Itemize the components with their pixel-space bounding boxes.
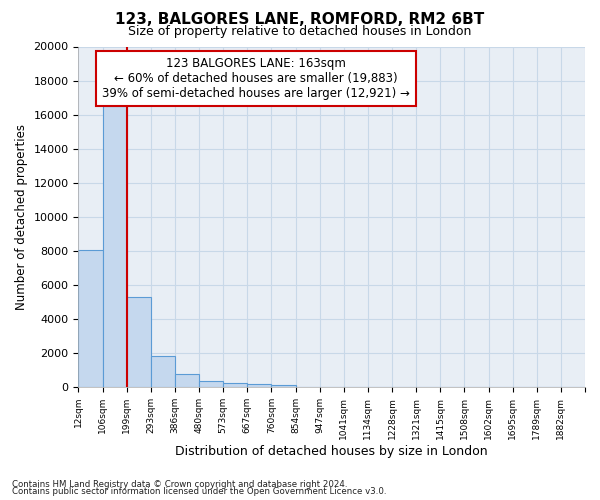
- Bar: [151, 356, 175, 387]
- Y-axis label: Number of detached properties: Number of detached properties: [15, 124, 28, 310]
- Bar: [103, 106, 127, 387]
- Bar: [79, 250, 103, 387]
- X-axis label: Distribution of detached houses by size in London: Distribution of detached houses by size …: [175, 444, 488, 458]
- Text: Size of property relative to detached houses in London: Size of property relative to detached ho…: [128, 25, 472, 38]
- Bar: [271, 385, 296, 387]
- Text: 123, BALGORES LANE, ROMFORD, RM2 6BT: 123, BALGORES LANE, ROMFORD, RM2 6BT: [115, 12, 485, 28]
- Text: 123 BALGORES LANE: 163sqm
← 60% of detached houses are smaller (19,883)
39% of s: 123 BALGORES LANE: 163sqm ← 60% of detac…: [102, 56, 410, 100]
- Bar: [247, 384, 271, 387]
- Text: Contains HM Land Registry data © Crown copyright and database right 2024.: Contains HM Land Registry data © Crown c…: [12, 480, 347, 489]
- Bar: [199, 381, 223, 387]
- Bar: [223, 383, 247, 387]
- Text: Contains public sector information licensed under the Open Government Licence v3: Contains public sector information licen…: [12, 488, 386, 496]
- Bar: [175, 374, 199, 387]
- Bar: [127, 297, 151, 387]
